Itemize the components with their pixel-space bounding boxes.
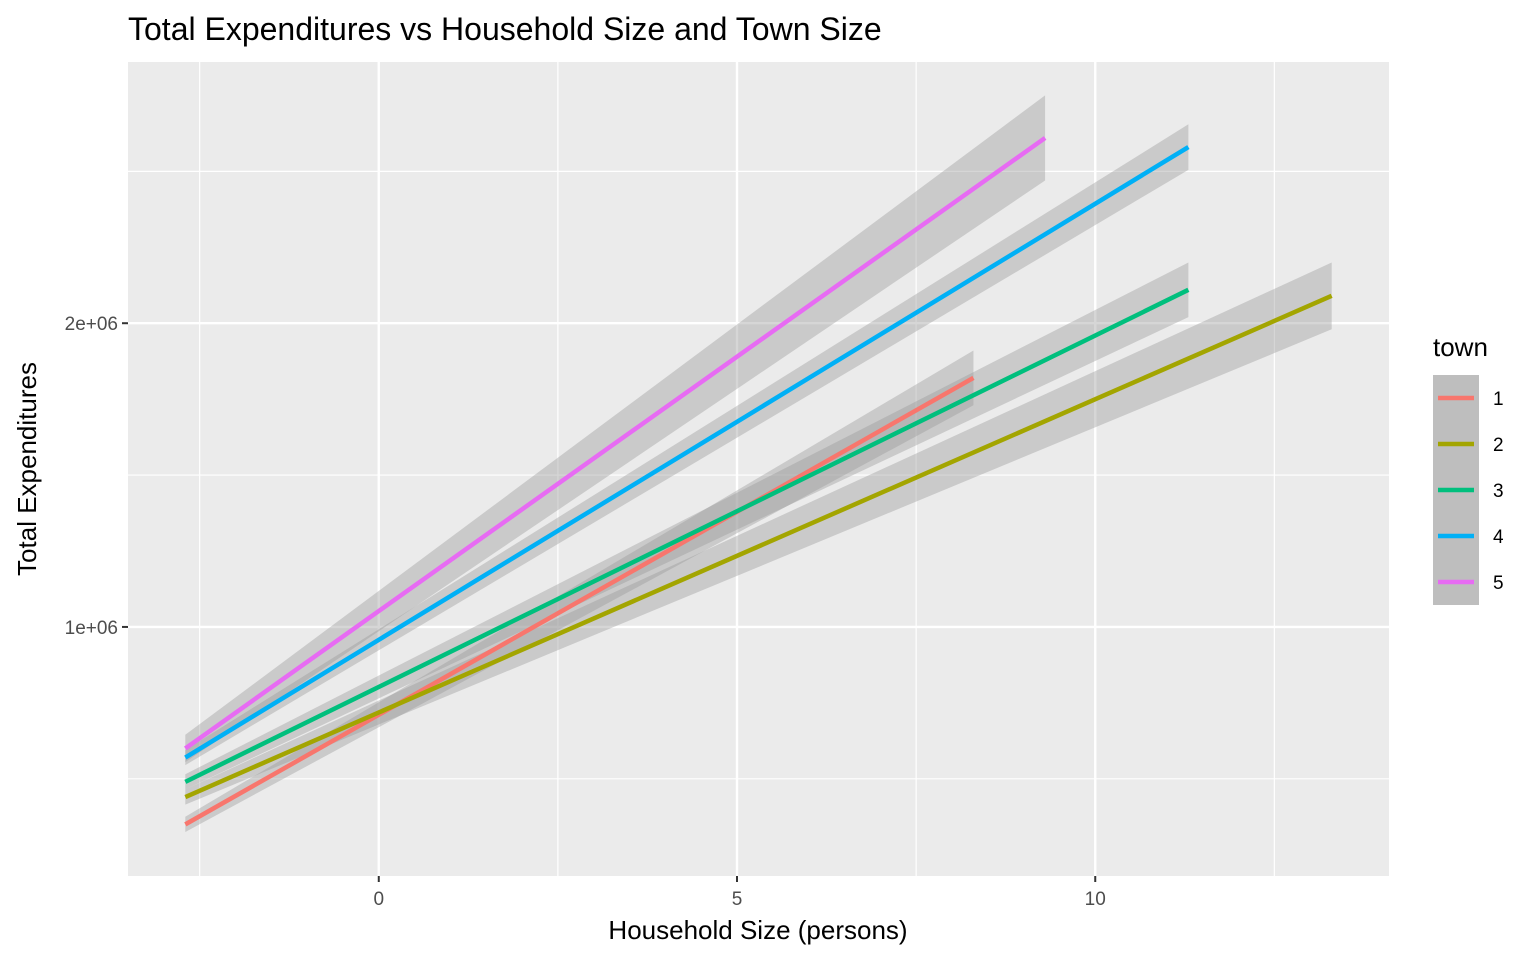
- confidence-band-town-2: [185, 262, 1332, 805]
- series-line-town-3: [184, 287, 1190, 784]
- series-line-town-5: [184, 136, 1047, 751]
- y-tick-label: 2e+06: [65, 314, 118, 335]
- legend-label-town-1: 1: [1493, 389, 1504, 410]
- series-line-town-4: [184, 145, 1190, 760]
- legend-label-town-5: 5: [1493, 573, 1504, 594]
- x-tick-label: 0: [373, 889, 384, 910]
- y-axis: 1e+06 2e+06: [65, 314, 128, 639]
- legend-label-town-2: 2: [1493, 435, 1504, 456]
- series-line-town-1: [184, 375, 975, 827]
- chart-title: Total Expenditures vs Household Size and…: [128, 11, 882, 47]
- minor-gridlines: [128, 62, 1389, 876]
- x-axis: 0 5 10: [373, 876, 1106, 910]
- x-tick-label: 10: [1085, 889, 1106, 910]
- y-tick-label: 1e+06: [65, 618, 118, 639]
- series-lines: [184, 136, 1333, 827]
- y-axis-title: Total Expenditures: [12, 362, 42, 576]
- legend-title: town: [1433, 332, 1488, 362]
- legend-label-town-3: 3: [1493, 481, 1504, 502]
- legend-keys: 1 2 3 4 5: [1433, 375, 1504, 605]
- major-gridlines: [128, 62, 1389, 876]
- series-line-town-2: [184, 293, 1333, 800]
- x-axis-title: Household Size (persons): [608, 915, 907, 945]
- x-tick-label: 5: [732, 889, 743, 910]
- legend: town 1 2 3 4 5: [1433, 332, 1504, 605]
- legend-label-town-4: 4: [1493, 527, 1504, 548]
